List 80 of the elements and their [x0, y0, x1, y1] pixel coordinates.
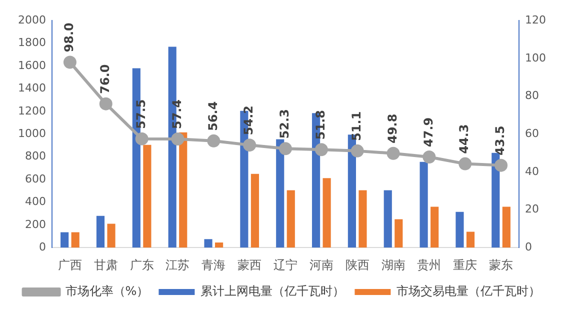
bar: [322, 178, 331, 248]
data-label: 57.4: [170, 99, 184, 130]
data-label: 49.8: [385, 114, 400, 144]
bar: [276, 139, 284, 248]
point: [386, 146, 400, 160]
x-tick-label: 青海: [202, 258, 226, 272]
x-tick-label: 蒙东: [489, 258, 514, 272]
bar: [466, 232, 475, 248]
point: [135, 132, 148, 146]
point: [243, 138, 256, 152]
data-label: 47.9: [421, 117, 436, 147]
y-tick-label: 200: [24, 218, 46, 231]
data-label: 54.2: [242, 105, 256, 136]
point: [207, 134, 220, 148]
bar: [71, 232, 80, 248]
data-label: 43.5: [493, 126, 508, 156]
point: [494, 158, 508, 172]
y2-tick-label: 0: [525, 240, 532, 254]
y-tick-label: 1600: [18, 58, 46, 72]
data-label: 44.3: [457, 124, 472, 154]
point: [422, 150, 436, 164]
bar: [250, 174, 260, 248]
bar: [215, 242, 224, 248]
bar: [420, 162, 428, 248]
y-tick-label: 2000: [18, 13, 46, 26]
data-label: 56.4: [206, 101, 220, 131]
data-label: 52.3: [278, 109, 292, 139]
bar: [96, 216, 105, 248]
y-tick-label: 1000: [18, 126, 46, 140]
legend-label: 市场化率（%）: [65, 284, 149, 298]
x-tick-label: 广东: [130, 258, 154, 272]
y2-tick-label: 40: [525, 164, 540, 178]
bar: [143, 144, 152, 248]
point: [458, 157, 472, 170]
y-tick-label: 400: [24, 195, 46, 208]
point: [99, 97, 112, 110]
y2-tick-label: 100: [525, 51, 546, 64]
x-tick-label: 甘肃: [94, 258, 118, 272]
y-tick-label: 800: [24, 150, 46, 163]
bar: [179, 132, 188, 248]
bar: [394, 219, 403, 248]
data-label: 51.8: [314, 110, 328, 140]
x-tick-label: 江苏: [166, 258, 190, 272]
point: [279, 142, 292, 156]
data-label: 57.5: [134, 99, 148, 129]
data-label: 76.0: [98, 64, 112, 94]
y-tick-label: 1800: [18, 36, 46, 50]
bar: [204, 239, 212, 248]
bar: [456, 212, 464, 248]
x-tick-label: 河南: [309, 258, 334, 272]
y-tick-label: 0: [38, 240, 46, 254]
x-tick-label: 重庆: [453, 258, 478, 272]
data-label: 98.0: [62, 22, 76, 52]
bar: [502, 206, 510, 248]
point: [350, 144, 364, 158]
data-label: 51.1: [349, 111, 364, 141]
point: [63, 56, 76, 69]
y2-tick-label: 120: [525, 13, 546, 26]
bar: [358, 190, 367, 248]
legend-label: 市场交易电量（亿千瓦时）: [396, 284, 541, 298]
bar: [286, 190, 295, 248]
x-tick-label: 贵州: [417, 258, 442, 272]
y-tick-label: 600: [24, 172, 46, 186]
x-tick-label: 陕西: [345, 258, 370, 272]
point: [314, 143, 328, 156]
bar: [430, 206, 439, 248]
bar: [60, 232, 69, 248]
bar: [384, 190, 392, 248]
y-tick-label: 1400: [18, 82, 46, 95]
y2-tick-label: 60: [525, 126, 540, 140]
x-tick-label: 辽宁: [274, 258, 298, 272]
x-tick-label: 蒙西: [238, 258, 262, 272]
bar: [107, 224, 116, 248]
legend-label: 累计上网电量（亿千瓦时）: [200, 284, 345, 298]
y2-tick-label: 80: [525, 89, 540, 102]
y-tick-label: 1200: [18, 104, 46, 118]
y2-tick-label: 20: [525, 202, 540, 216]
x-tick-label: 广西: [58, 258, 82, 272]
x-tick-label: 湖南: [381, 258, 406, 272]
point: [171, 132, 184, 146]
